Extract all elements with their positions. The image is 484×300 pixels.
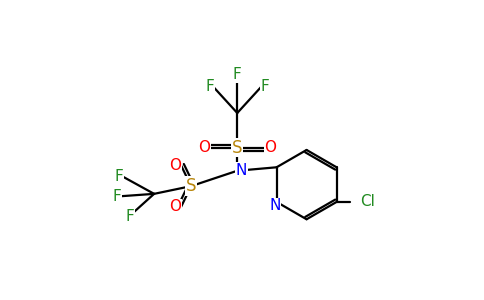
Text: F: F [233, 67, 242, 82]
Text: N: N [235, 163, 247, 178]
Text: N: N [269, 198, 281, 213]
Text: S: S [186, 177, 197, 195]
Text: O: O [169, 158, 181, 173]
Text: F: F [205, 79, 214, 94]
Text: O: O [264, 140, 276, 155]
Text: F: F [260, 79, 270, 94]
Text: O: O [198, 140, 210, 155]
Text: F: F [113, 189, 121, 204]
Text: S: S [232, 139, 242, 157]
Text: O: O [169, 200, 181, 214]
Text: F: F [125, 209, 134, 224]
Text: Cl: Cl [360, 194, 375, 209]
Text: F: F [114, 169, 123, 184]
